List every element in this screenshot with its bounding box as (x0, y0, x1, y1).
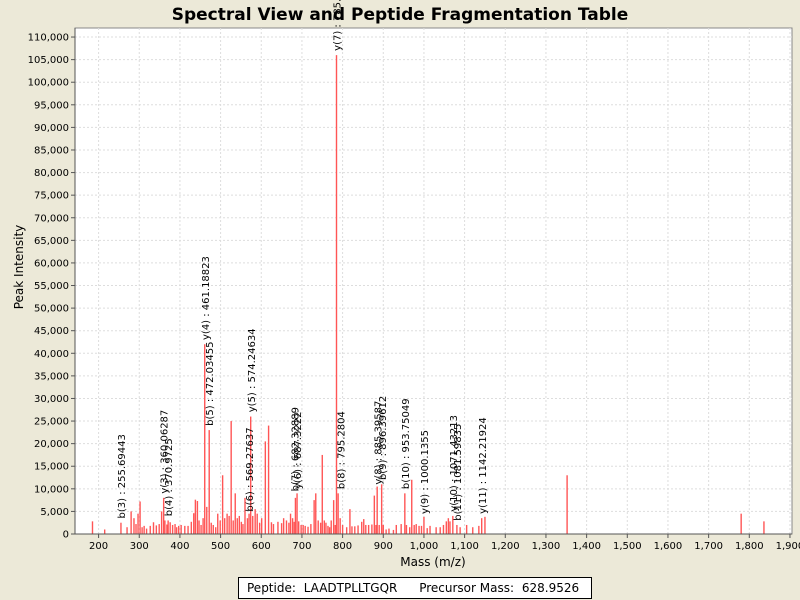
fragment-annotation: y(3) : 360.06287 (160, 410, 171, 494)
y-tick-label: 65,000 (34, 236, 69, 247)
y-tick-label: 75,000 (34, 191, 69, 202)
x-tick-label: 1,400 (572, 541, 601, 552)
x-tick-label: 1,100 (450, 541, 479, 552)
fragment-annotation: b(9) : 896.39612 (378, 396, 389, 480)
y-tick-label: 20,000 (34, 439, 69, 450)
precursor-mass-label: Precursor Mass: (419, 581, 515, 595)
fragment-annotation: b(6) : 569.27637 (245, 427, 256, 511)
fragment-annotation: y(10) : 1071.43213 (449, 415, 460, 512)
peak-series (91, 55, 765, 534)
y-tick-label: 45,000 (34, 326, 69, 337)
precursor-mass-value: 628.9526 (521, 581, 580, 595)
peptide-label: Peptide: (247, 581, 296, 595)
y-tick-label: 0 (63, 530, 69, 541)
x-tick-label: 1,900 (776, 541, 800, 552)
x-tick-label: 800 (333, 541, 352, 552)
y-axis-title: Peak Intensity (12, 225, 26, 310)
fragment-annotation: y(7) : 785.3 (333, 0, 344, 51)
fragment-annotation: y(4) : 461.18823 (201, 256, 212, 340)
fragment-annotation: y(6) : 687.3222 (293, 412, 304, 490)
fragment-annotation: b(10) : 953.75049 (401, 398, 412, 489)
fragment-annotation: y(9) : 1000.1355 (420, 430, 431, 514)
fragment-annotation: b(3) : 255.69443 (117, 434, 128, 518)
y-tick-label: 50,000 (34, 304, 69, 315)
fragment-annotation: b(8) : 795.2804 (337, 411, 348, 489)
x-tick-label: 1,000 (410, 541, 439, 552)
chart-title: Spectral View and Peptide Fragmentation … (172, 5, 629, 25)
y-tick-label: 85,000 (34, 145, 69, 156)
x-tick-label: 1,600 (654, 541, 683, 552)
x-tick-label: 300 (130, 541, 149, 552)
plot-area (74, 27, 793, 535)
y-tick-label: 100,000 (28, 78, 69, 89)
y-tick-label: 105,000 (28, 55, 69, 66)
x-tick-label: 1,800 (735, 541, 764, 552)
x-axis-title: Mass (m/z) (400, 555, 465, 569)
fragment-annotation: y(11) : 1142.21924 (478, 417, 489, 514)
x-tick-label: 400 (170, 541, 189, 552)
x-tick-label: 1,300 (532, 541, 561, 552)
x-tick-label: 700 (292, 541, 311, 552)
y-tick-label: 35,000 (34, 371, 69, 382)
y-tick-label: 15,000 (34, 462, 69, 473)
y-tick-label: 95,000 (34, 100, 69, 111)
y-tick-label: 40,000 (34, 349, 69, 360)
fragment-annotation: y(5) : 574.24634 (247, 328, 258, 412)
fragment-annotation: b(4) : 370.9725 (164, 438, 175, 516)
x-tick-label: 500 (211, 541, 230, 552)
y-tick-label: 5,000 (40, 507, 69, 518)
x-tick-label: 900 (374, 541, 393, 552)
y-tick-label: 60,000 (34, 258, 69, 269)
y-tick-label: 25,000 (34, 417, 69, 428)
peptide-legend: Peptide: LAADTPLLTGQR Precursor Mass: 62… (238, 577, 593, 599)
x-tick-label: 1,700 (694, 541, 723, 552)
x-tick-label: 600 (252, 541, 271, 552)
x-tick-label: 200 (89, 541, 108, 552)
x-axis: 200 300 400 500 600 700 800 900 1,000 1,100 1,200 1… (89, 534, 800, 552)
y-tick-label: 30,000 (34, 394, 69, 405)
y-tick-label: 70,000 (34, 213, 69, 224)
y-tick-label: 80,000 (34, 168, 69, 179)
peptide-sequence: LAADTPLLTGQR (303, 581, 398, 595)
y-tick-label: 10,000 (34, 484, 69, 495)
y-axis: 0 5,000 10,000 15,000 20,000 25,000 30,000 35,0… (28, 33, 75, 541)
x-tick-label: 1,200 (491, 541, 520, 552)
y-tick-label: 110,000 (28, 33, 69, 44)
y-tick-label: 90,000 (34, 123, 69, 134)
fragment-annotation: b(5) : 472.03455 (205, 342, 216, 426)
spectrum-plot: 200 300 400 500 600 700 800 900 1,000 1,100 1,200 1… (12, 0, 800, 569)
fragment-annotation: b(11) : 1081.59835 (453, 424, 464, 521)
fragment-annotation: y(8) : 885.39587 (373, 401, 384, 485)
fragment-annotation: b(7) : 682.32889 (291, 407, 302, 491)
y-tick-label: 55,000 (34, 281, 69, 292)
x-tick-label: 1,500 (613, 541, 642, 552)
